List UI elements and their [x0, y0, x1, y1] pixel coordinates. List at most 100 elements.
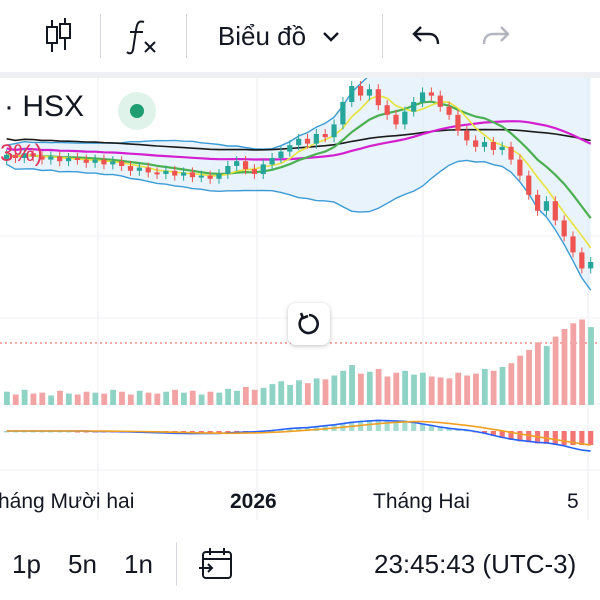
candle-body: [366, 89, 373, 96]
undo-icon: [412, 26, 440, 45]
candle-body: [154, 172, 160, 175]
volume-bar: [21, 389, 28, 405]
candle-body: [473, 140, 479, 147]
candle-body: [313, 134, 319, 144]
volume-bar: [181, 392, 187, 405]
macd-histogram-bar: [375, 419, 381, 431]
candle-body: [588, 262, 594, 269]
candle-body: [172, 170, 178, 176]
candlestick-type-button[interactable]: [30, 0, 86, 72]
candle-body: [145, 167, 151, 173]
interval-5n-button[interactable]: 5n: [68, 548, 97, 579]
volume-bar: [419, 372, 426, 405]
volume-bar: [207, 391, 214, 405]
volume-bar: [304, 383, 311, 405]
candle-body: [74, 158, 80, 160]
volume-bar: [552, 336, 559, 405]
price-chart[interactable]: [0, 78, 600, 520]
volume-bar: [393, 372, 400, 405]
volume-bar: [375, 368, 382, 405]
volume-bar: [384, 376, 391, 405]
candle-body: [92, 159, 98, 163]
volume-bar: [543, 346, 550, 405]
volume-bar: [287, 385, 293, 405]
volume-bar: [154, 393, 161, 405]
candle-body: [490, 142, 496, 150]
candle-body: [349, 86, 355, 102]
candle-body: [570, 236, 576, 253]
macd-histogram-bar: [561, 431, 567, 445]
macd-histogram-bar: [526, 431, 532, 443]
chart-type-dropdown[interactable]: Biểu đồ: [200, 0, 360, 72]
volume-bar: [473, 373, 479, 405]
candle-body: [216, 174, 222, 179]
macd-histogram-bar: [366, 419, 373, 431]
candle-body: [358, 86, 364, 96]
interval-1n-button[interactable]: 1n: [124, 548, 153, 579]
volume-bar: [12, 394, 19, 405]
formula-icon: [126, 20, 156, 55]
candle-body: [198, 175, 204, 178]
market-status-dot: [118, 92, 156, 130]
indicators-button[interactable]: [118, 0, 168, 72]
macd-histogram-bar: [588, 431, 594, 445]
candle-body: [419, 92, 426, 102]
candle-body: [296, 138, 302, 146]
candle-body: [189, 172, 196, 178]
volume-bar: [428, 376, 435, 405]
x-axis-label: 2026: [230, 490, 277, 513]
candle-body: [12, 154, 19, 158]
volume-bar: [464, 375, 470, 405]
macd-histogram-bar: [446, 428, 452, 431]
volume-bar: [508, 363, 515, 405]
macd-histogram-bar: [481, 431, 488, 434]
volume-bar: [119, 391, 125, 405]
bottom-toolbar: 1p 5n 1n 23:45:43 (UTC-3): [0, 528, 600, 600]
macd-histogram-bar: [313, 426, 319, 431]
undo-button[interactable]: [400, 0, 452, 72]
volume-bar: [269, 384, 276, 405]
macd-signal-line: [6, 420, 591, 446]
candle-body: [110, 161, 116, 165]
candle-body: [225, 166, 231, 174]
candle-body: [340, 102, 346, 125]
candle-body: [48, 156, 54, 160]
candle-body: [526, 175, 532, 195]
macd-histogram-bar: [216, 431, 222, 434]
macd-histogram-bar: [428, 424, 434, 431]
macd-histogram-bar: [393, 420, 399, 431]
volume-bar: [340, 370, 347, 405]
x-axis-label: Tháng Hai: [373, 490, 470, 513]
volume-bar: [535, 342, 541, 405]
bollinger-band-fill: [6, 78, 591, 291]
redo-button[interactable]: [470, 0, 522, 72]
volume-bar: [313, 378, 320, 405]
go-to-date-button[interactable]: [198, 528, 236, 600]
candle-body: [428, 92, 434, 96]
reset-chart-button[interactable]: [288, 303, 330, 345]
clock-timezone[interactable]: 23:45:43 (UTC-3): [374, 548, 577, 579]
interval-1p-button[interactable]: 1p: [12, 548, 41, 579]
volume-bar: [570, 323, 577, 405]
x-axis-label: 5: [567, 490, 579, 513]
macd-histogram-bar: [384, 419, 390, 431]
macd-histogram-bar: [287, 428, 293, 431]
macd-histogram-bar: [570, 431, 576, 445]
chevron-down-icon: [323, 32, 339, 42]
macd-histogram-bar: [225, 431, 231, 434]
volume-bar: [74, 394, 81, 405]
volume-bar: [48, 395, 55, 405]
candle-body: [304, 138, 311, 144]
candle-body: [65, 158, 72, 162]
volume-bar: [481, 368, 488, 405]
volume-bar: [411, 374, 417, 405]
volume-bar: [517, 355, 524, 405]
candle-body: [446, 106, 452, 115]
candle-body: [181, 172, 187, 176]
candle-body: [481, 142, 488, 147]
volume-bar: [216, 392, 223, 405]
candle-body: [579, 252, 585, 269]
volume-bar: [490, 370, 497, 405]
candle-body: [39, 156, 45, 160]
candle-body: [269, 158, 275, 165]
